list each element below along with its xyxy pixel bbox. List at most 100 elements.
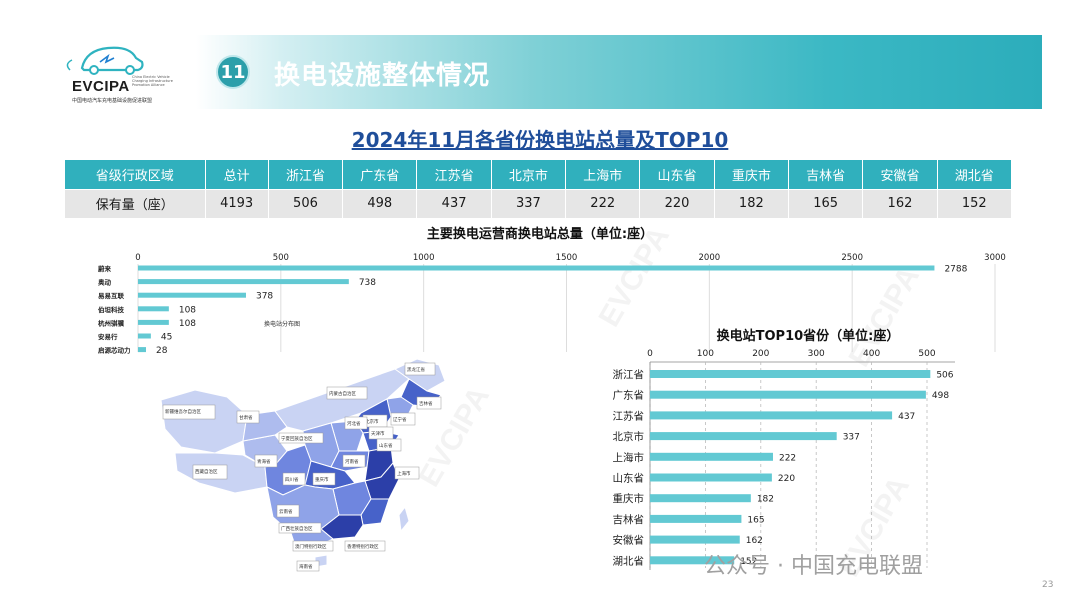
table-row-label: 保有量（座）: [65, 188, 206, 218]
map-caption: 换电站分布图: [264, 321, 301, 328]
x-tick-label: 0: [135, 253, 140, 263]
category-label: 浙江省: [613, 368, 645, 381]
table-cell: 182: [714, 188, 790, 218]
province-table: 省级行政区域 总计 浙江省 广东省 江苏省 北京市 上海市 山东省 重庆市 吉林…: [65, 160, 1013, 218]
table-col-header: 湖北省: [937, 160, 1013, 189]
map-label-text: 海南省: [299, 563, 313, 570]
bar: [138, 347, 146, 353]
category-label: 上海市: [613, 451, 645, 464]
map-label: 四川省: [282, 472, 306, 486]
table-cell: 152: [937, 188, 1013, 218]
bar: [650, 494, 751, 503]
table-col-header: 江苏省: [416, 160, 492, 189]
header-bar: [196, 35, 1042, 109]
data-label: 45: [161, 333, 172, 343]
bar: [138, 333, 151, 339]
map-label-text: 广西壮族自治区: [281, 525, 313, 532]
table-col-header: 山东省: [639, 160, 715, 189]
bar: [138, 279, 349, 285]
map-label: 西藏自治区: [192, 464, 228, 480]
section-title: 2024年11月各省份换电站总量及TOP10: [351, 128, 729, 152]
map-label: 宁夏回族自治区: [278, 432, 324, 444]
table-row-header: 省级行政区域: [65, 160, 206, 189]
map-label-text: 西藏自治区: [195, 468, 218, 475]
table-cell: 222: [565, 188, 641, 218]
category-label: 湖北省: [613, 554, 645, 567]
map-label-text: 吉林省: [419, 400, 433, 407]
map-label: 吉林省: [416, 396, 442, 410]
chart-title: 换电站TOP10省份（单位:座）: [717, 328, 900, 344]
bar: [650, 556, 735, 565]
map-label-text: 上海市: [397, 470, 411, 477]
map-label-text: 重庆市: [315, 476, 329, 483]
category-label: 安易行: [98, 332, 118, 341]
data-label: 182: [757, 495, 774, 505]
map-label-text: 宁夏回族自治区: [281, 435, 313, 442]
map-label: 上海市: [394, 466, 420, 480]
table-col-header: 总计: [205, 160, 269, 189]
map-label-text: 澳门特别行政区: [295, 543, 327, 550]
logo-tagline: China Electric Vehicle Charging Infrastr…: [132, 75, 173, 87]
x-tick-label: 2000: [699, 253, 721, 263]
map-label: 河南省: [342, 454, 366, 468]
page-number: 23: [1042, 580, 1054, 590]
map-label-text: 河南省: [345, 458, 359, 465]
x-tick-label: 500: [273, 253, 289, 263]
bar: [650, 535, 740, 544]
table-col-header: 浙江省: [268, 160, 344, 189]
table-cell: 162: [862, 188, 938, 218]
map-label-text: 黑龙江省: [407, 366, 425, 373]
bar: [138, 265, 935, 271]
data-label: 220: [778, 474, 795, 484]
category-label: 北京市: [613, 430, 645, 443]
bar: [650, 390, 926, 399]
x-tick-label: 2500: [841, 253, 863, 263]
x-tick-label: 1000: [413, 253, 435, 263]
x-tick-label: 3000: [984, 253, 1006, 263]
map-label: 天津市: [368, 426, 394, 440]
map-label-text: 辽宁省: [393, 416, 407, 423]
map-label: 甘肃省: [236, 410, 260, 424]
x-tick-label: 0: [647, 349, 653, 359]
data-label: 222: [779, 453, 796, 463]
category-label: 易易互联: [98, 291, 125, 300]
data-label: 738: [359, 278, 376, 288]
category-label: 启源芯动力: [98, 346, 131, 354]
data-label: 337: [843, 433, 860, 443]
category-label: 山东省: [613, 472, 645, 485]
map-label: 内蒙古自治区: [326, 386, 368, 400]
map-region-taiwan: [398, 505, 410, 533]
map-label-text: 北京市: [365, 418, 379, 425]
map-label-text: 四川省: [285, 476, 299, 483]
table-col-header: 吉林省: [788, 160, 864, 189]
data-label: 506: [936, 371, 953, 381]
x-tick-label: 400: [863, 349, 880, 359]
bar: [650, 514, 742, 523]
map-label: 新疆维吾尔自治区: [162, 404, 216, 420]
logo-brand: EVCIPA: [72, 78, 130, 95]
table-cell: 4193: [205, 188, 269, 218]
data-label: 108: [179, 305, 196, 315]
x-tick-label: 100: [697, 349, 714, 359]
map-label: 河北省: [344, 416, 368, 430]
map-label-text: 天津市: [371, 430, 385, 437]
bar: [650, 370, 931, 378]
map-label: 澳门特别行政区: [292, 540, 334, 552]
table-col-header: 北京市: [491, 160, 567, 189]
bar: [650, 452, 773, 461]
x-tick-label: 500: [918, 349, 935, 359]
map-label-text: 云南省: [279, 508, 293, 515]
map-label-text: 甘肃省: [239, 414, 253, 421]
map-label: 黑龙江省: [404, 362, 436, 376]
map-label: 重庆市: [312, 472, 336, 486]
category-label: 伯坦科技: [98, 305, 125, 314]
category-label: 重庆市: [613, 492, 645, 505]
category-label: 广东省: [613, 389, 645, 402]
table-cell: 337: [491, 188, 567, 218]
table-col-header: 安徽省: [862, 160, 938, 189]
table-col-header: 上海市: [565, 160, 641, 189]
bar: [650, 432, 837, 441]
table-row: 保有量（座） 4193 506 498 437 337 222 220 182 …: [65, 188, 1013, 218]
category-label: 安徽省: [613, 534, 645, 547]
data-label: 162: [746, 536, 763, 546]
